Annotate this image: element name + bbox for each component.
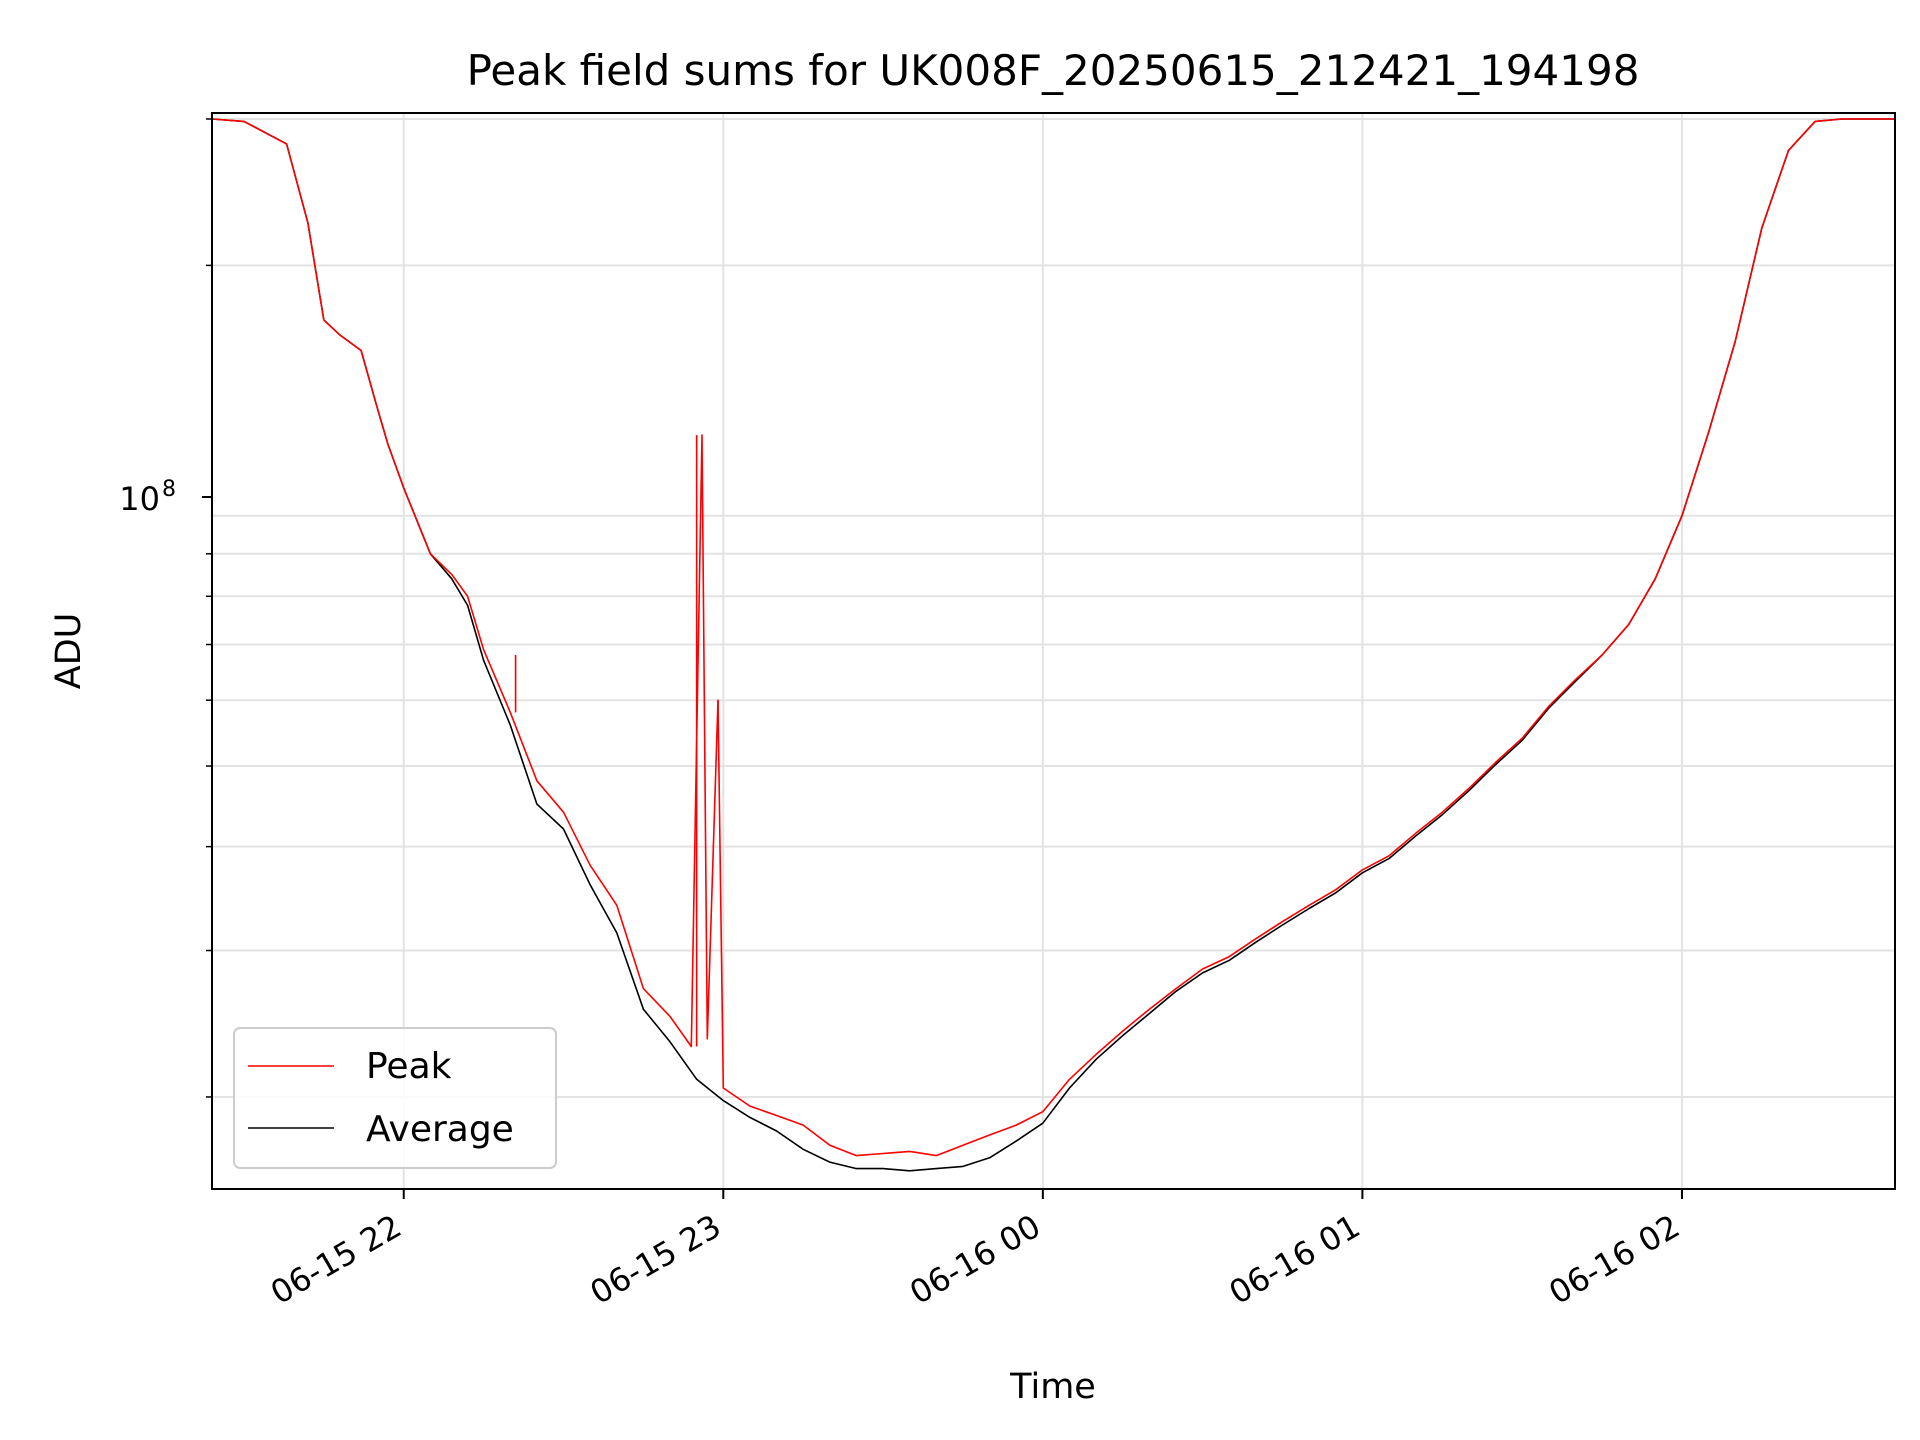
plot-frame [211,112,1896,1190]
y-axis-label: ADU [49,613,89,690]
series-line-peak [211,118,1895,1157]
plot-lines [211,118,1895,1172]
y-tick-label-base: 10 [119,480,160,518]
y-axis: 10 8 [119,118,212,1098]
legend-label-average: Average [366,1109,514,1150]
legend-label-peak: Peak [366,1046,452,1087]
y-tick-label-exponent: 8 [162,477,176,502]
x-axis-label: Time [1009,1367,1096,1407]
y-tick-label: 10 [119,480,160,518]
chart-title: Peak field sums for UK008F_20250615_2124… [467,46,1640,95]
legend: Peak Average [233,1027,557,1169]
series-line-average [211,118,1895,1172]
legend-box [233,1027,557,1169]
